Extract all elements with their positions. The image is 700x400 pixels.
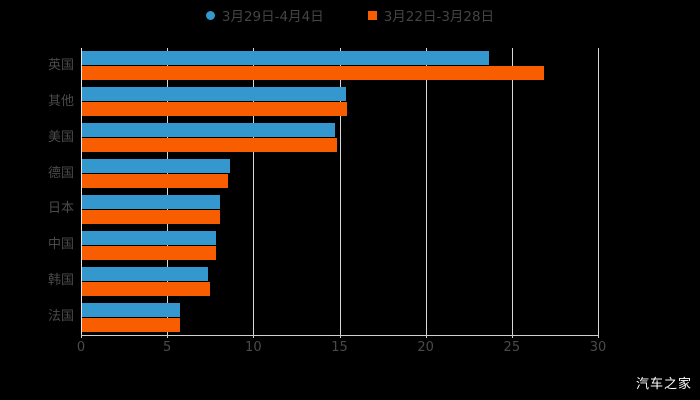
category-label: 中国 [47,237,74,253]
bar[interactable] [82,102,348,117]
legend-label-series-1: 3月29日-4月4日 [221,9,324,25]
category-label: 韩国 [47,273,74,289]
bar[interactable] [82,159,231,174]
category-label: 英国 [47,57,74,73]
x-tick-label: 30 [589,340,607,355]
legend-marker-square-icon [367,10,377,20]
bar[interactable] [82,194,220,209]
x-axis-tick-labels: 0 5 10 15 20 25 30 [77,334,606,358]
x-tick-label: 25 [503,340,521,355]
gridline [598,48,599,335]
bar[interactable] [82,245,217,260]
bar[interactable] [82,123,336,138]
bar[interactable] [82,51,489,66]
gridline [253,48,255,335]
gridline [511,48,513,335]
x-tick-label: 0 [76,340,86,355]
x-tick-mark [598,334,599,338]
category-label: 日本 [47,201,74,217]
bar[interactable] [82,174,229,189]
legend-label-series-2: 3月22日-3月28日 [383,9,495,25]
category-label: 德国 [47,165,74,181]
bar[interactable] [82,266,208,281]
x-tick-mark [81,334,82,338]
gridline [339,48,341,335]
bar[interactable] [82,87,346,102]
x-tick-mark [511,334,513,338]
legend-item-series-1[interactable]: 3月29日-4月4日 [205,5,324,25]
x-tick-label: 5 [163,340,172,355]
category-label: 其他 [47,93,74,109]
plot-area [81,48,599,336]
x-tick-mark [339,334,341,338]
chart-legend: 3月29日-4月4日 3月22日-3月28日 [0,4,700,26]
bar[interactable] [82,138,338,153]
x-tick-mark [167,334,169,338]
bar[interactable] [82,302,181,317]
bar[interactable] [82,230,217,245]
legend-item-series-2[interactable]: 3月22日-3月28日 [367,5,495,25]
x-tick-mark [253,334,255,338]
bar[interactable] [82,317,181,332]
legend-marker-circle-icon [205,10,215,20]
bar[interactable] [82,281,210,296]
gridline [167,48,169,335]
category-label: 美国 [47,129,74,145]
gridline [425,48,427,335]
x-tick-label: 20 [417,340,434,355]
x-tick-mark [425,334,427,338]
category-label: 法国 [47,309,74,325]
y-axis-line [81,48,82,335]
bar[interactable] [82,209,220,224]
y-axis-category-labels: 英国其他美国德国日本中国韩国法国 [0,48,74,335]
bar[interactable] [82,66,544,81]
x-tick-label: 10 [245,340,262,355]
x-tick-label: 15 [331,340,348,355]
watermark: 汽车之家 [635,377,692,392]
